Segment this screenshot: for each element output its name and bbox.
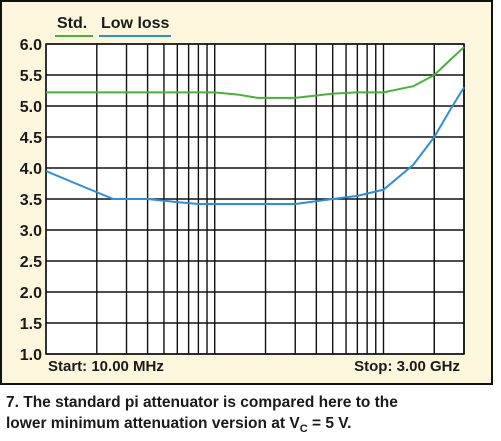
chart-svg: 6.0 5.5 5.0 4.5 4.0 3.5 3.0 2.5 2.0 1.5 1.0 Std. Lo… bbox=[20, 15, 465, 375]
caption-subscript: C bbox=[299, 423, 308, 436]
y-tick-label-6: 3.0 bbox=[20, 223, 42, 240]
legend-label-0: Std. bbox=[57, 15, 87, 32]
y-tick-label-7: 2.5 bbox=[20, 254, 42, 271]
legend: Std. Low loss bbox=[55, 15, 171, 37]
y-tick-label-9: 1.5 bbox=[20, 316, 42, 333]
series-lines bbox=[45, 46, 465, 205]
y-tick-label-4: 4.0 bbox=[20, 161, 42, 178]
legend-label-1: Low loss bbox=[101, 15, 170, 32]
series-line-1 bbox=[45, 86, 465, 205]
y-tick-label-0: 6.0 bbox=[20, 37, 42, 54]
y-tick-label-8: 2.0 bbox=[20, 285, 42, 302]
caption-line-1: 7. The standard pi attenuator is compare… bbox=[6, 394, 398, 411]
caption-line-2-end: = 5 V. bbox=[307, 415, 352, 432]
y-tick-label-3: 4.5 bbox=[20, 130, 42, 147]
series-line-0 bbox=[46, 46, 465, 99]
start-frequency-label: Start: 10.00 MHz bbox=[48, 358, 164, 375]
caption-line-2: lower minimum attenuation version at VC … bbox=[6, 413, 496, 440]
figure-caption: 7. The standard pi attenuator is compare… bbox=[6, 392, 496, 440]
y-tick-label-10: 1.0 bbox=[20, 347, 42, 364]
y-tick-label-5: 3.5 bbox=[20, 192, 42, 209]
y-tick-label-2: 5.0 bbox=[20, 99, 42, 116]
caption-line-2-text: lower minimum attenuation version at V bbox=[6, 415, 300, 432]
y-axis-ticks: 6.0 5.5 5.0 4.5 4.0 3.5 3.0 2.5 2.0 1.5 1.0 bbox=[20, 37, 42, 364]
y-tick-label-1: 5.5 bbox=[20, 68, 42, 85]
stop-frequency-label: Stop: 3.00 GHz bbox=[354, 358, 460, 375]
